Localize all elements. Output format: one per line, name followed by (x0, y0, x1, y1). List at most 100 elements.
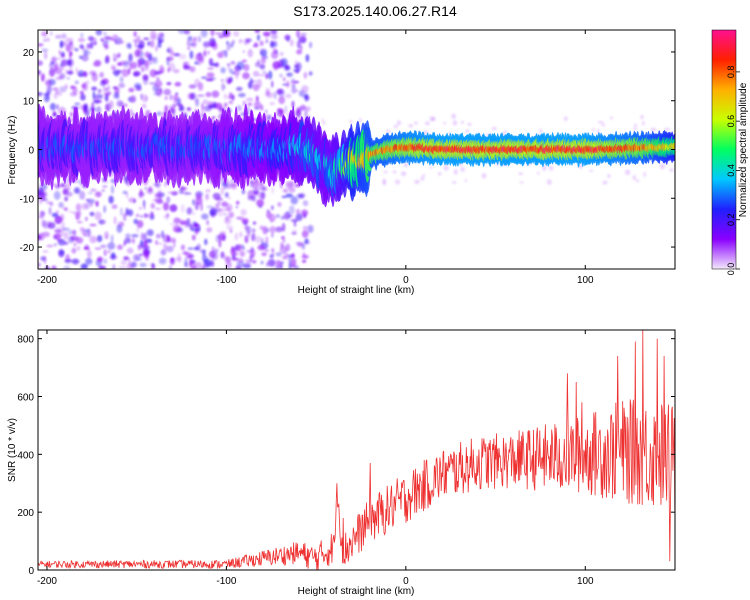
spectrogram-noise-blob (270, 42, 278, 48)
spectrogram-noise-blob (186, 207, 193, 215)
spectrogram-noise-blob (209, 40, 217, 48)
spectrogram-noise-blob (84, 109, 90, 118)
spectrogram-noise-blob (102, 185, 108, 188)
spectrogram-noise-blob (207, 50, 210, 55)
spectrogram-noise-blob (55, 57, 63, 60)
spectrogram-noise-blob (236, 105, 242, 112)
spectrogram-noise-blob (143, 207, 146, 210)
spectrogram-noise-blob (62, 188, 68, 196)
spectrogram-noise-blob (74, 48, 79, 52)
spectrogram-noise-blob (167, 191, 175, 194)
spectrogram-noise-blob (304, 106, 311, 112)
spectrogram-noise-blob (194, 99, 198, 103)
spectrogram-noise-blob (117, 244, 123, 250)
spectrogram-noise-blob (235, 244, 242, 249)
spectrogram-noise-blob (117, 62, 122, 66)
spectrogram-noise-blob (491, 126, 497, 131)
spectrogram-noise-blob (265, 87, 271, 94)
spectrogram-noise-blob (189, 50, 194, 59)
y-tick-label: 10 (23, 97, 35, 108)
spectrogram-noise-blob (41, 31, 48, 37)
spectrogram-noise-blob (38, 43, 44, 47)
colorbar-tick-label: 0.6 (726, 115, 736, 128)
spectrogram-noise-blob (275, 259, 281, 267)
spectrogram-noise-blob (278, 88, 285, 98)
spectrogram-noise-blob (257, 34, 260, 41)
spectrogram-noise-blob (186, 107, 192, 112)
spectrogram-noise-blob (451, 113, 457, 120)
spectrogram-noise-blob (192, 221, 197, 226)
spectrogram-noise-blob (146, 229, 154, 237)
spectrogram-noise-blob (244, 235, 249, 244)
spectrogram-noise-blob (302, 225, 308, 230)
spectrogram-noise-blob (78, 55, 83, 59)
spectrogram-noise-blob (156, 77, 160, 81)
spectrogram-noise-blob (261, 252, 267, 256)
spectrogram-noise-blob (138, 194, 143, 199)
spectrogram-noise-blob (610, 116, 613, 120)
spectrogram-noise-blob (156, 200, 164, 204)
spectrogram-noise-blob (70, 235, 79, 241)
spectrogram-noise-blob (169, 204, 178, 213)
spectrogram-noise-blob (199, 249, 207, 253)
spectrogram-noise-blob (124, 238, 132, 244)
spectrogram-noise-blob (209, 250, 216, 258)
spectrogram-noise-blob (134, 39, 137, 48)
spectrogram-noise-blob (301, 209, 309, 217)
spectrogram-noise-blob (96, 237, 100, 243)
spectrogram-noise-blob (198, 52, 202, 57)
spectrogram-noise-blob (102, 85, 106, 93)
spectrogram-noise-blob (273, 91, 277, 100)
spectrogram-noise-blob (46, 245, 54, 247)
spectrogram-noise-blob (130, 112, 136, 118)
spectrogram-noise-blob (187, 92, 194, 100)
spectrogram-noise-blob (169, 257, 175, 265)
spectrogram-noise-blob (266, 209, 270, 213)
spectrogram-noise-blob (262, 226, 268, 235)
spectrogram-noise-blob (382, 178, 386, 184)
spectrogram-noise-blob (87, 198, 95, 204)
spectrogram-noise-blob (632, 175, 637, 181)
spectrogram-noise-blob (197, 35, 202, 43)
spectrogram-noise-blob (227, 197, 231, 200)
spectrogram-noise-blob (215, 203, 220, 209)
spectrogram-noise-blob (286, 72, 294, 77)
spectrogram-noise-blob (93, 40, 97, 46)
spectrogram-noise-blob (193, 36, 197, 42)
spectrogram-noise-blob (321, 118, 324, 123)
spectrogram-noise-blob (150, 203, 155, 209)
spectrogram-noise-blob (232, 39, 235, 44)
spectrogram-noise-blob (63, 231, 69, 240)
spectrogram-noise-blob (268, 70, 273, 80)
spectrogram-noise-blob (92, 72, 96, 77)
spectrogram-noise-blob (206, 219, 210, 226)
spectrogram-noise-blob (203, 263, 207, 266)
spectrogram-noise-blob (56, 229, 65, 237)
spectrogram-noise-blob (254, 187, 258, 196)
spectrogram-noise-blob (219, 231, 226, 236)
spectrogram-noise-blob (69, 51, 73, 57)
spectrogram-noise-blob (277, 108, 284, 114)
spectrogram-noise-blob (185, 191, 188, 195)
spectrogram-noise-blob (166, 235, 171, 243)
spectrogram-noise-blob (201, 265, 205, 269)
spectrogram-noise-blob (460, 120, 464, 125)
spectrogram-noise-blob (61, 33, 67, 39)
spectrogram-noise-blob (143, 232, 147, 242)
spectrogram-noise-blob (464, 179, 468, 183)
spectrogram-noise-blob (38, 234, 42, 241)
spectrogram-noise-blob (197, 224, 201, 233)
spectrogram-noise-blob (240, 209, 247, 216)
spectrogram-noise-blob (301, 37, 306, 44)
spectrogram-noise-blob (349, 119, 353, 124)
spectrogram-noise-blob (189, 223, 194, 231)
spectrogram-noise-blob (120, 207, 123, 217)
spectrogram-noise-blob (46, 85, 53, 94)
spectrogram-noise-blob (299, 104, 306, 111)
spectrogram-noise-blob (285, 80, 290, 88)
spectrogram-noise-blob (192, 211, 195, 216)
spectrogram-noise-blob (284, 34, 291, 41)
spectrogram-noise-blob (236, 61, 245, 70)
spectrogram-noise-blob (50, 31, 53, 36)
spectrogram-noise-blob (195, 228, 199, 235)
